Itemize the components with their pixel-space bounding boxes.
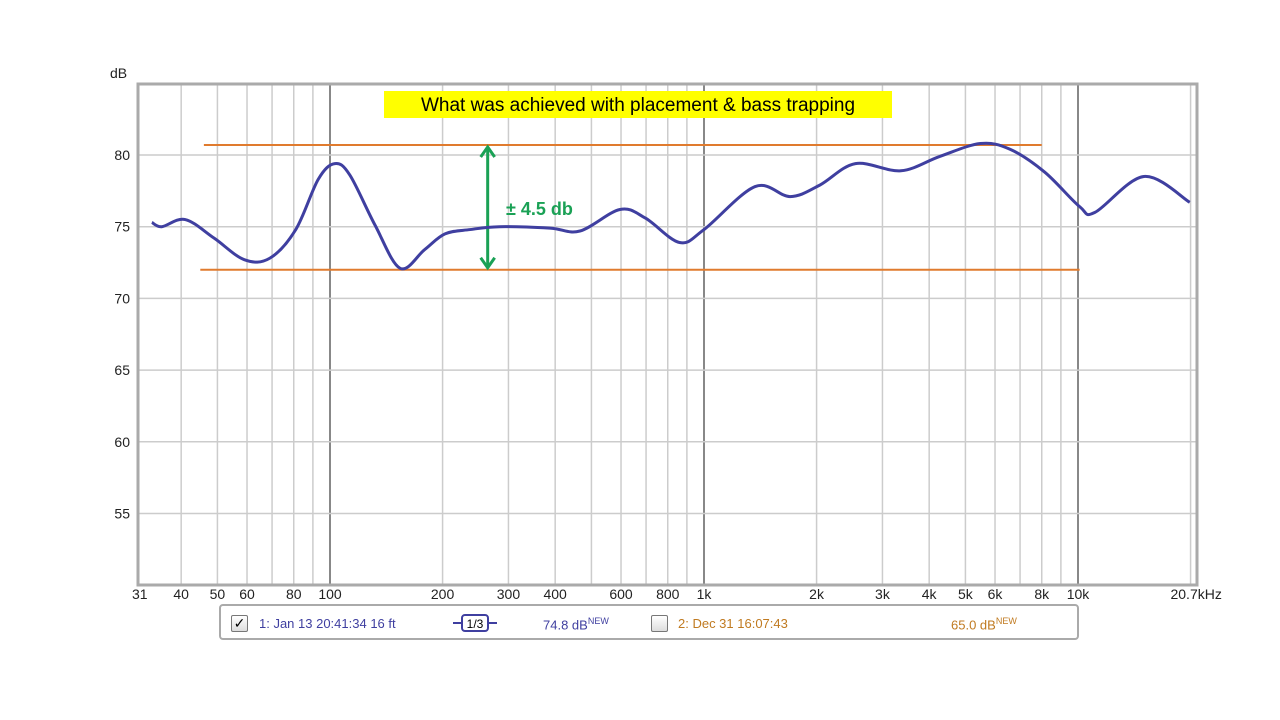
legend: ✓ 1: Jan 13 20:41:34 16 ft 1/3 74.8 dBNE…: [219, 604, 1079, 640]
x-tick-label: 60: [239, 586, 255, 602]
x-tick-label: 20.7kHz: [1170, 586, 1221, 602]
y-tick-label: 55: [114, 506, 130, 522]
y-tick-label: 75: [114, 219, 130, 235]
y-tick-label: 60: [114, 434, 130, 450]
x-tick-label: 31: [132, 586, 148, 602]
svg-text:1/3: 1/3: [467, 617, 484, 631]
measurement-1-label[interactable]: 1: Jan 13 20:41:34 16 ft: [259, 616, 396, 631]
x-tick-label: 4k: [922, 586, 938, 602]
y-tick-label: 65: [114, 362, 130, 378]
chart-title: What was achieved with placement & bass …: [421, 95, 855, 116]
x-tick-label: 40: [173, 586, 189, 602]
x-tick-label: 600: [609, 586, 633, 602]
x-tick-label: 100: [318, 586, 342, 602]
x-tick-label: 400: [543, 586, 567, 602]
x-tick-label: 800: [656, 586, 680, 602]
plot-frame: [136, 82, 1199, 587]
y-tick-label: 70: [114, 290, 130, 306]
grid: [138, 84, 1197, 585]
measurement-2-label[interactable]: 2: Dec 31 16:07:43: [678, 616, 788, 631]
x-tick-label: 6k: [988, 586, 1004, 602]
smoothing-indicator[interactable]: 1/3: [453, 614, 497, 632]
series-line-1: [151, 141, 1191, 271]
measurement-1-level: 74.8 dBNEW: [543, 616, 609, 633]
x-tick-label: 300: [497, 586, 521, 602]
x-tick-label: 50: [210, 586, 226, 602]
x-tick-label: 200: [431, 586, 455, 602]
x-tick-label: 80: [286, 586, 302, 602]
arrow-head-down: [479, 256, 496, 271]
x-tick-label: 5k: [958, 586, 974, 602]
x-tick-label: 10k: [1067, 586, 1091, 602]
y-axis-label: dB: [110, 65, 127, 81]
title-highlight: [384, 91, 892, 118]
measurement-1-checkbox[interactable]: ✓: [231, 615, 248, 632]
x-tick-label: 3k: [875, 586, 891, 602]
y-tick-label: 80: [114, 147, 130, 163]
x-tick-label: 2k: [809, 586, 825, 602]
measurement-2-level: 65.0 dBNEW: [951, 616, 1017, 633]
range-label: ± 4.5 db: [506, 199, 573, 219]
x-tick-label: 8k: [1034, 586, 1050, 602]
measurement-2-checkbox[interactable]: [651, 615, 668, 632]
arrow-head-up: [479, 144, 496, 158]
x-tick-label: 1k: [697, 586, 713, 602]
